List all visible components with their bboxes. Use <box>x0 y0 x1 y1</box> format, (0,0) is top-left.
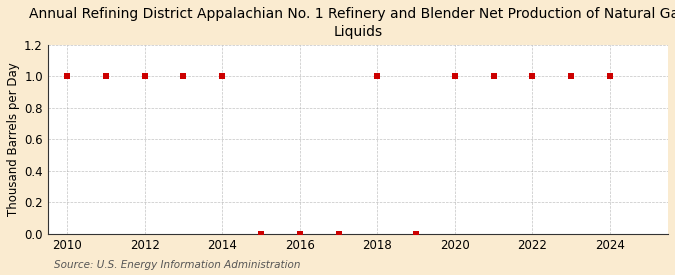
Point <box>139 74 150 78</box>
Point <box>527 74 538 78</box>
Point <box>256 232 267 236</box>
Point <box>605 74 616 78</box>
Point <box>410 232 421 236</box>
Point <box>61 74 72 78</box>
Point <box>101 74 111 78</box>
Point <box>488 74 499 78</box>
Text: Source: U.S. Energy Information Administration: Source: U.S. Energy Information Administ… <box>54 260 300 270</box>
Point <box>450 74 460 78</box>
Y-axis label: Thousand Barrels per Day: Thousand Barrels per Day <box>7 62 20 216</box>
Point <box>294 232 305 236</box>
Point <box>372 74 383 78</box>
Point <box>217 74 227 78</box>
Title: Annual Refining District Appalachian No. 1 Refinery and Blender Net Production o: Annual Refining District Appalachian No.… <box>29 7 675 39</box>
Point <box>178 74 189 78</box>
Point <box>566 74 576 78</box>
Point <box>333 232 344 236</box>
